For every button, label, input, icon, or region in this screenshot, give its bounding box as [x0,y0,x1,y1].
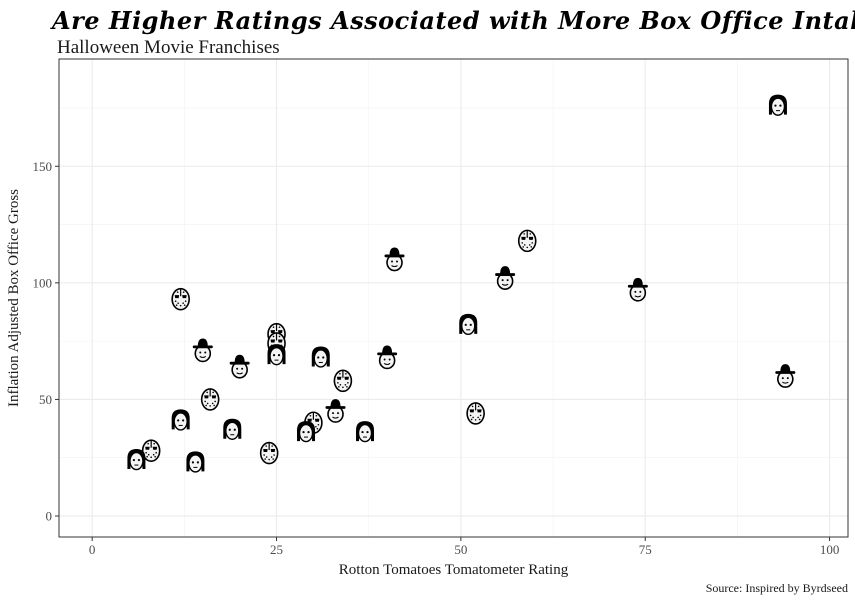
myers-mask-icon [311,346,330,368]
fedora-face-icon [495,266,516,290]
myers-mask-icon [459,313,478,336]
x-tick-label: 50 [454,542,467,557]
fedora-face-icon [229,354,250,379]
source-caption: Source: Inspired by Byrdseed [706,581,848,595]
myers-mask-icon [127,449,146,471]
fedora-face-icon [192,338,213,363]
x-tick-label: 0 [89,542,96,557]
myers-mask-icon [768,94,787,116]
y-tick-label: 100 [33,275,53,290]
myers-mask-icon [356,421,375,443]
chart-title: Are Higher Ratings Associated with More … [50,6,855,35]
fedora-face-icon [384,247,405,272]
x-tick-label: 75 [639,542,652,557]
data-points [127,94,796,473]
x-tick-label: 100 [820,542,840,557]
y-tick-label: 150 [33,159,53,174]
fedora-face-icon [377,345,398,370]
hockey-mask-icon [517,229,537,253]
myers-mask-icon [171,409,190,431]
chart-subtitle: Halloween Movie Franchises [57,37,280,58]
x-axis-title: Rotton Tomatoes Tomatometer Rating [339,562,569,578]
fedora-face-icon [627,277,648,302]
hockey-mask-icon [141,439,161,463]
grid [59,59,848,537]
x-tick-label: 25 [270,542,283,557]
y-tick-label: 0 [46,509,53,524]
hockey-mask-icon [200,388,220,411]
hockey-mask-icon [333,369,353,393]
fedora-face-icon [325,399,346,423]
y-tick-label: 50 [39,392,52,407]
y-axis-title: Inflation Adjusted Box Office Gross [6,189,22,407]
fedora-face-icon [775,364,796,388]
myers-mask-icon [186,451,205,473]
axis-ticks: 0 25 50 75 100 0 50 100 150 [33,159,840,557]
myers-mask-icon [267,344,286,366]
myers-mask-icon [223,418,242,440]
plot-panel [58,58,849,538]
hockey-mask-icon [466,402,485,425]
myers-mask-icon [297,421,316,443]
hockey-mask-icon [171,287,190,311]
hockey-mask-icon [259,441,279,465]
